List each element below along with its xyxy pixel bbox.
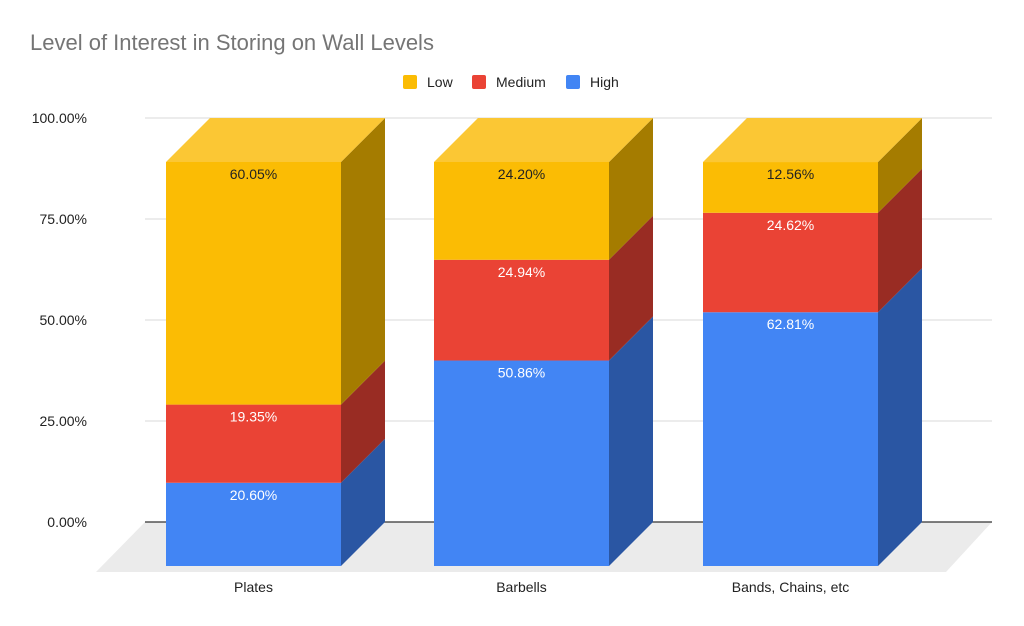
bar-top-low [434,118,653,162]
bar-side-high [609,316,653,566]
legend-swatch-medium [472,75,486,89]
bars: 20.60% 19.35% 60.05% 50.86% 24.94% 24.20% 62.8… [166,118,922,566]
legend-item-medium[interactable]: Medium [472,74,546,90]
bar-stack-1: 50.86% 24.94% 24.20% [434,118,653,566]
bar-medium[interactable] [703,212,878,313]
data-label-low: 12.56% [767,166,814,182]
bar-low[interactable] [166,162,341,405]
data-label-high: 62.81% [767,316,814,332]
data-label-low: 60.05% [230,166,277,182]
x-tick-label: Barbells [496,579,547,595]
bar-side-high [878,268,922,566]
bar-side-medium [609,215,653,361]
bar-side-low [341,118,385,405]
bar-medium[interactable] [166,404,341,483]
legend-label-low: Low [427,74,454,90]
bar-top-low [703,118,922,163]
x-tick-label: Plates [234,579,273,595]
chart-title: Level of Interest in Storing on Wall Lev… [30,30,434,55]
data-label-medium: 24.94% [498,264,545,280]
y-tick-label: 0.00% [47,514,87,530]
legend-label-medium: Medium [496,74,546,90]
legend-item-low[interactable]: Low [403,74,454,90]
legend-swatch-low [403,75,417,89]
bar-side-medium [878,168,922,313]
bar-low[interactable] [703,162,878,213]
bar-side-medium [341,360,385,483]
y-tick-label: 50.00% [40,312,87,328]
bar-stack-2: 62.81% 24.62% 12.56% [703,118,922,566]
x-tick-label: Bands, Chains, etc [732,579,850,595]
data-label-medium: 19.35% [230,409,277,425]
legend: Low Medium High [403,74,619,90]
y-tick-label: 100.00% [32,110,87,126]
bar-high[interactable] [434,360,609,566]
bar-top-low [166,118,385,162]
data-label-high: 20.60% [230,487,277,503]
bar-low[interactable] [434,162,609,260]
legend-swatch-high [566,75,580,89]
y-axis-ticks: 0.00% 25.00% 50.00% 75.00% 100.00% [32,110,87,530]
x-axis-categories: Plates Barbells Bands, Chains, etc [234,579,849,595]
bar-medium[interactable] [434,259,609,361]
legend-label-high: High [590,74,619,90]
y-tick-label: 75.00% [40,211,87,227]
bar-side-high [341,438,385,566]
bar-side-low [609,118,653,260]
data-label-medium: 24.62% [767,217,814,233]
bar-high[interactable] [703,312,878,566]
bar-stack-0: 20.60% 19.35% 60.05% [166,118,385,566]
bar-high[interactable] [166,482,341,566]
bar-side-low [878,118,922,213]
data-label-low: 24.20% [498,166,545,182]
legend-item-high[interactable]: High [566,74,619,90]
data-label-high: 50.86% [498,365,545,381]
y-tick-label: 25.00% [40,413,87,429]
